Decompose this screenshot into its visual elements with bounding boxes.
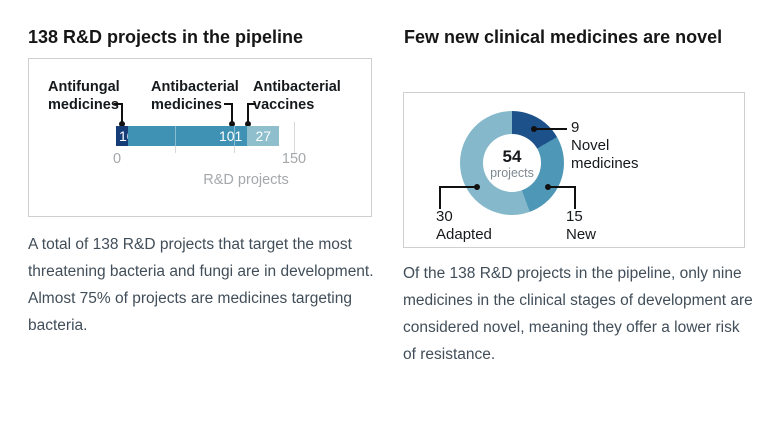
- connector-line: [121, 103, 123, 123]
- gridline-overlay: [175, 126, 177, 146]
- connector-line: [247, 103, 256, 105]
- bar-category-label-antibacterial-vaccines: Antibacterial vaccines: [253, 79, 341, 113]
- annotation-value: 30: [436, 208, 453, 225]
- stacked-bar: 10 101 27: [116, 126, 280, 146]
- connector-line: [534, 128, 567, 130]
- connector-line: [114, 103, 123, 105]
- donut-center-label: projects: [490, 165, 534, 180]
- connector-line: [224, 103, 233, 105]
- annotation-label: Novel medicines: [571, 137, 639, 172]
- donut-chart-panel: 54 projects 9 Novel medicines 15 New 30 …: [403, 92, 745, 248]
- annotation-label: New: [566, 226, 597, 243]
- bar-segment-antibacterial-vaccines: 27: [247, 126, 280, 146]
- connector-dot: [119, 121, 125, 127]
- right-caption: Of the 138 R&D projects in the pipeline,…: [403, 265, 753, 363]
- axis-tick-0: 0: [112, 151, 122, 167]
- connector-dot: [474, 184, 480, 190]
- connector-dot: [245, 121, 251, 127]
- connector-line: [439, 186, 441, 209]
- axis-tick-150: 150: [281, 151, 307, 167]
- annotation-novel-medicines: 9 Novel medicines: [571, 119, 661, 173]
- bar-category-label-antifungal-medicines: Antifungal medicines: [48, 79, 120, 113]
- bar-value: 27: [255, 128, 272, 144]
- left-caption: A total of 138 R&D projects that target …: [28, 236, 374, 334]
- annotation-value: 9: [571, 119, 580, 136]
- bar-value: 101: [218, 128, 243, 144]
- connector-line: [247, 103, 249, 123]
- connector-line: [439, 186, 477, 188]
- bar-chart-panel: Antifungal medicines Antibacterial medic…: [28, 58, 372, 217]
- connector-dot: [229, 121, 235, 127]
- left-chart-title: 138 R&D projects in the pipeline: [28, 27, 304, 47]
- bar-category-label-antibacterial-medicines: Antibacterial medicines: [151, 79, 239, 113]
- annotation-value: 15: [566, 208, 583, 225]
- donut-center: 54 projects: [483, 134, 541, 192]
- donut-chart: 54 projects: [460, 111, 564, 215]
- connector-line: [548, 186, 576, 188]
- annotation-new: 15 New: [566, 208, 636, 244]
- gridline: [293, 122, 295, 153]
- bar-segment-antifungal-medicines: 10: [116, 126, 135, 146]
- x-axis-label: R&D projects: [203, 172, 289, 188]
- connector-line: [231, 103, 233, 123]
- right-chart-title: Few new clinical medicines are novel: [404, 27, 723, 47]
- annotation-adapted: 30 Adapted: [436, 208, 516, 244]
- gridline-overlay: [234, 126, 236, 146]
- connector-line: [574, 186, 576, 209]
- bar-segment-antibacterial-medicines: 101: [127, 126, 248, 146]
- donut-center-value: 54: [502, 146, 522, 166]
- annotation-label: Adapted: [436, 226, 492, 243]
